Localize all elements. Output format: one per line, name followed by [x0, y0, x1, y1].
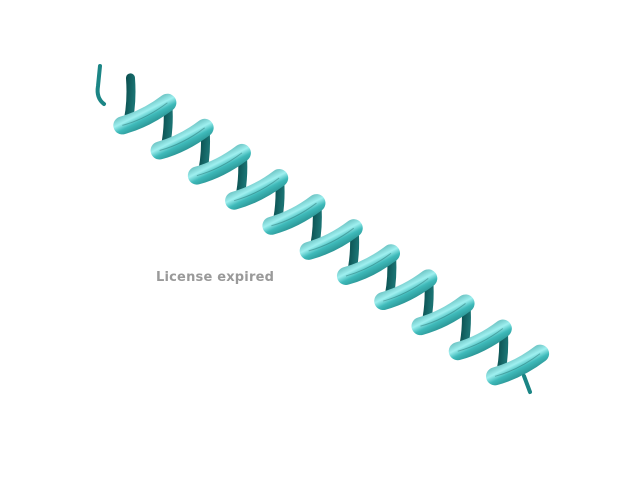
- helix-segment-edge: [233, 177, 280, 202]
- helix-front-strands: [113, 93, 550, 386]
- helix-back-strands: [121, 73, 509, 384]
- helix-segment-edge: [457, 328, 504, 352]
- helix-segment-edge: [271, 202, 317, 227]
- helix-segment-edge: [196, 152, 243, 177]
- helix-front-segment: [262, 194, 326, 235]
- helix-front-segment: [336, 244, 401, 285]
- helix-segment-edge: [494, 353, 541, 377]
- helix-front-segment: [374, 269, 438, 311]
- license-watermark: License expired: [156, 270, 275, 285]
- helix-segment-edge: [159, 127, 205, 151]
- n-terminus-tail: [95, 64, 106, 106]
- helix-segment-edge: [122, 102, 168, 126]
- helix-front-segment: [299, 219, 363, 260]
- helix-front-segment: [187, 143, 251, 185]
- helix-front-segment: [225, 168, 289, 210]
- helix-segment-edge: [420, 303, 466, 327]
- helix-front-segment: [113, 93, 177, 135]
- helix-segment-edge: [383, 277, 429, 302]
- c-terminus-tail: [522, 374, 532, 394]
- helix-segment-edge: [308, 227, 355, 252]
- helix-front-segment: [448, 319, 512, 361]
- helix-front-segment: [150, 118, 214, 160]
- helix-front-segment: [486, 344, 550, 386]
- helix-front-segment: [411, 294, 475, 336]
- helix-segment-edge: [345, 252, 392, 277]
